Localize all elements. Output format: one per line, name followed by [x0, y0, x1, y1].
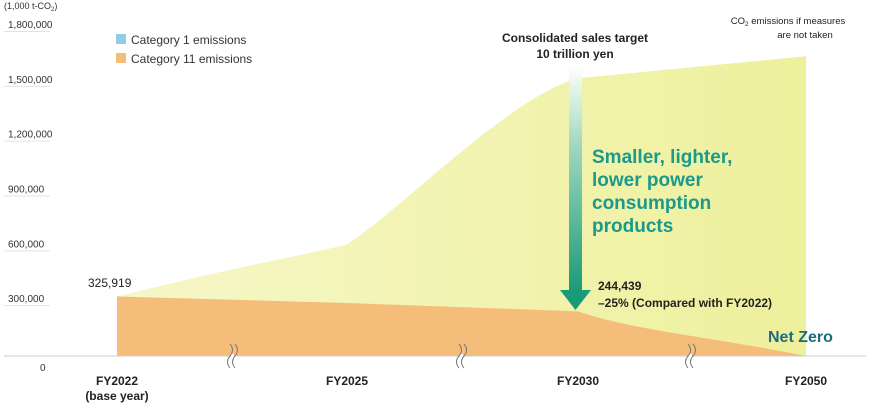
- y-tick-label: 900,000: [8, 185, 45, 196]
- reduction-percent-label: –25% (Compared with FY2022): [598, 296, 772, 310]
- net-zero-label: Net Zero: [768, 329, 833, 346]
- products-annotation-line: consumption: [592, 193, 711, 214]
- axis-break-mark: [456, 343, 467, 369]
- axis-break-gap: [460, 354, 463, 359]
- y-axis: 1,800,000 1,500,000 1,200,000 900,000 600,00…: [4, 20, 53, 374]
- x-tick-label: FY2050: [785, 374, 827, 388]
- axis-break-mark: [685, 343, 696, 369]
- legend: Category 1 emissions Category 11 emissio…: [116, 33, 252, 66]
- no-measures-area: [117, 56, 806, 356]
- products-annotation-line: Smaller, lighter,: [592, 147, 732, 168]
- base-value-label: 325,919: [88, 276, 132, 290]
- no-measures-label-line2: are not taken: [777, 30, 832, 41]
- category-11-area: [117, 296, 806, 356]
- y-tick-label: 300,000: [8, 294, 45, 305]
- legend-label-category-11: Category 11 emissions: [131, 52, 252, 66]
- x-tick-label: FY2025: [326, 374, 368, 388]
- axis-break-gap: [689, 354, 692, 359]
- y-tick-label: 0: [40, 363, 46, 374]
- y-tick-label: 600,000: [8, 239, 45, 250]
- legend-label-category-1: Category 1 emissions: [131, 33, 246, 47]
- axis-breaks: [227, 343, 696, 369]
- products-annotation-line: products: [592, 216, 673, 237]
- x-axis: FY2022(base year) FY2025 FY2030 FY2050: [85, 374, 827, 403]
- reduction-arrow: [560, 66, 591, 310]
- products-annotation-line: lower power: [592, 170, 703, 191]
- sales-target-value: 10 trillion yen: [536, 47, 613, 61]
- y-axis-unit-label: (1,000 t-CO2): [4, 1, 57, 13]
- y-tick-label: 1,800,000: [8, 20, 53, 31]
- y-tick-label: 1,500,000: [8, 75, 53, 86]
- x-tick-sublabel: (base year): [85, 389, 148, 403]
- x-tick-label: FY2022: [96, 374, 138, 388]
- legend-swatch-category-11: [116, 53, 126, 63]
- legend-swatch-category-1: [116, 34, 126, 44]
- sales-target-label: Consolidated sales target: [502, 31, 648, 45]
- axis-break-gap: [231, 354, 234, 359]
- fy2030-value-label: 244,439: [598, 279, 642, 293]
- y-tick-label: 1,200,000: [8, 130, 53, 141]
- axis-break-mark: [227, 343, 238, 369]
- x-tick-label: FY2030: [557, 374, 599, 388]
- no-measures-label: CO2 emissions if measures: [731, 16, 846, 28]
- products-annotation: Smaller, lighter, lower power consumptio…: [592, 147, 732, 237]
